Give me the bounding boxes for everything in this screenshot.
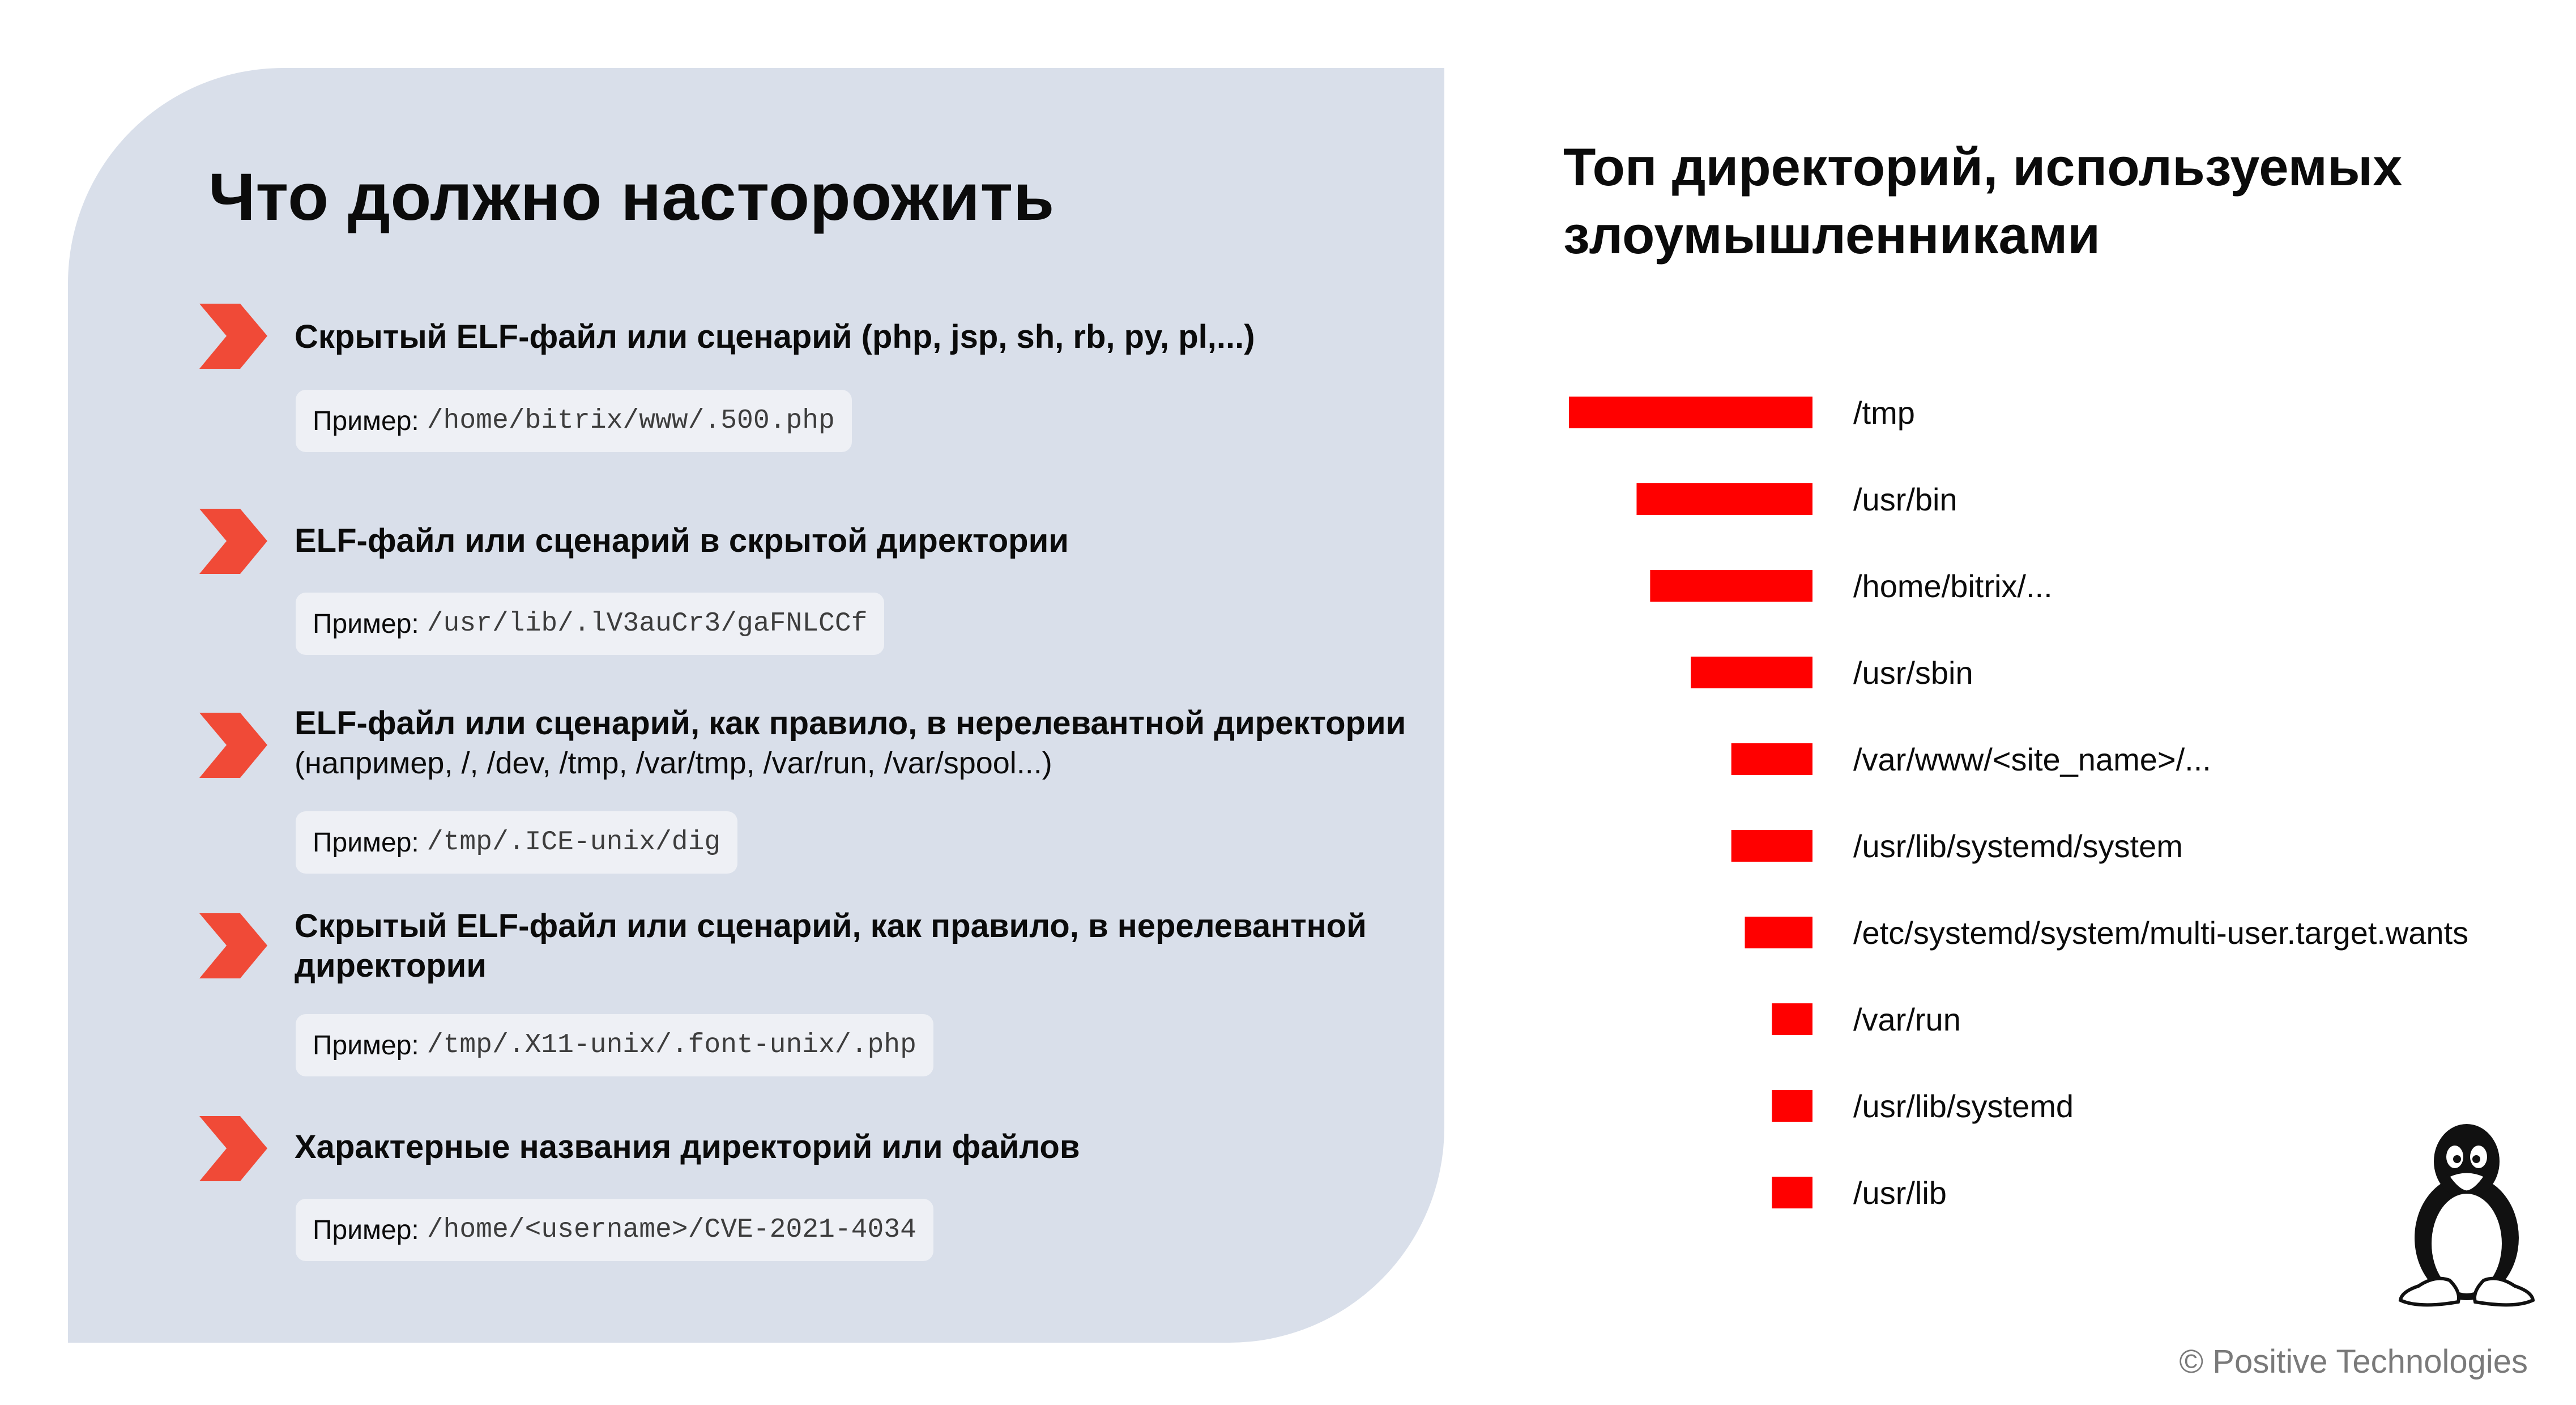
chevron-right-icon xyxy=(199,509,267,574)
bar-2 xyxy=(1650,570,1812,602)
category-label-6: /etc/systemd/system/multi-user.target.wa… xyxy=(1853,915,2468,951)
item-title: Скрытый ELF-файл или сценарий (php, jsp,… xyxy=(295,318,1255,355)
bar-6 xyxy=(1745,917,1812,948)
category-label-9: /usr/lib xyxy=(1853,1175,1947,1211)
bar-5 xyxy=(1731,830,1812,862)
item-title: Скрытый ELF-файл или сценарий, как прави… xyxy=(295,908,1367,984)
category-label-8: /usr/lib/systemd xyxy=(1853,1088,2074,1124)
bar-8 xyxy=(1772,1090,1812,1122)
example-path: /tmp/.X11-unix/.font-unix/.php xyxy=(427,1030,916,1061)
bar-4 xyxy=(1731,743,1812,775)
example-box: Пример: /home/bitrix/www/.500.php xyxy=(296,390,852,452)
example-path: /tmp/.ICE-unix/dig xyxy=(427,827,721,858)
example-label: Пример: xyxy=(313,608,419,639)
example-label: Пример: xyxy=(313,1215,419,1245)
chevron-right-icon xyxy=(199,1116,267,1181)
example-box: Пример: /usr/lib/.lV3auCr3/gaFNLCCf xyxy=(296,593,885,655)
category-label-3: /usr/sbin xyxy=(1853,655,1973,691)
example-path: /home/<username>/CVE-2021-4034 xyxy=(427,1215,916,1245)
item-title: Характерные названия директорий или файл… xyxy=(295,1129,1080,1165)
copyright-text: © Positive Technologies xyxy=(2179,1343,2528,1380)
bar-3 xyxy=(1691,657,1812,688)
item-subtitle: (например, /, /dev, /tmp, /var/tmp, /var… xyxy=(295,746,1052,780)
left-panel xyxy=(68,68,1444,1343)
bar-9 xyxy=(1772,1177,1812,1208)
example-path: /home/bitrix/www/.500.php xyxy=(427,406,835,436)
chevron-right-icon xyxy=(199,713,267,778)
tux-penguin-icon xyxy=(2398,1124,2535,1307)
example-label: Пример: xyxy=(313,827,419,858)
item-title: ELF-файл или сценарий, как правило, в не… xyxy=(295,705,1406,742)
example-box: Пример: /tmp/.X11-unix/.font-unix/.php xyxy=(296,1014,933,1076)
category-label-2: /home/bitrix/... xyxy=(1853,568,2053,604)
example-box: Пример: /home/<username>/CVE-2021-4034 xyxy=(296,1199,933,1261)
bar-1 xyxy=(1636,483,1812,515)
chart-title: Топ директорий, используемых злоумышленн… xyxy=(1563,137,2403,265)
bar-0 xyxy=(1569,397,1812,428)
chevron-right-icon xyxy=(199,913,267,978)
chevron-right-icon xyxy=(199,304,267,369)
item-title: ELF-файл или сценарий в скрытой директор… xyxy=(295,522,1069,559)
example-label: Пример: xyxy=(313,406,419,436)
category-label-1: /usr/bin xyxy=(1853,482,1957,517)
category-label-4: /var/www/<site_name>/... xyxy=(1853,742,2211,777)
panel-title: Что должно насторожить xyxy=(208,160,1055,235)
example-box: Пример: /tmp/.ICE-unix/dig xyxy=(296,811,738,874)
example-path: /usr/lib/.lV3auCr3/gaFNLCCf xyxy=(427,608,868,639)
example-label: Пример: xyxy=(313,1030,419,1061)
category-label-5: /usr/lib/systemd/system xyxy=(1853,828,2183,864)
bar-chart: /tmp/usr/bin/home/bitrix/... /usr/sbin/va… xyxy=(1569,395,2468,1211)
bar-7 xyxy=(1772,1003,1812,1035)
category-label-0: /tmp xyxy=(1853,395,1915,431)
category-label-7: /var/run xyxy=(1853,1002,1961,1037)
